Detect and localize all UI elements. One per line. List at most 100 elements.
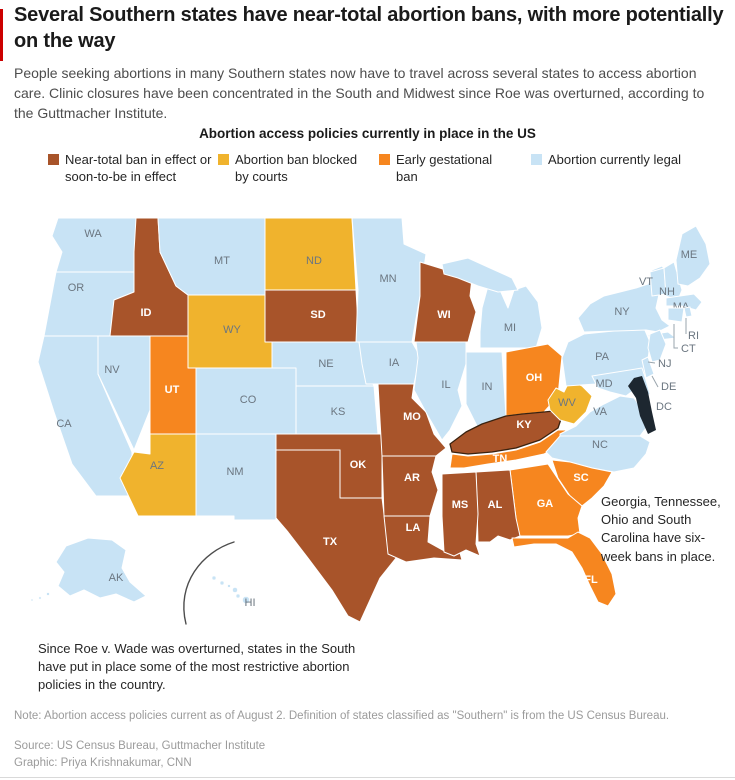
state-label-NE: NE bbox=[318, 358, 333, 370]
state-label-CT: CT bbox=[681, 343, 696, 355]
page-title: Several Southern states have near-total … bbox=[14, 4, 724, 53]
state-label-AR: AR bbox=[404, 472, 420, 484]
state-label-ND: ND bbox=[306, 255, 322, 267]
us-map: WA OR CA NV ID MT WY UT CO AZ NM ND SD NE KS OK TX MN IA MO… bbox=[30, 217, 711, 625]
state-label-ID: ID bbox=[141, 307, 152, 319]
state-label-PA: PA bbox=[595, 351, 610, 363]
state-ND bbox=[264, 217, 357, 291]
state-label-LA: LA bbox=[406, 522, 421, 534]
state-label-KS: KS bbox=[331, 406, 346, 418]
state-label-DE: DE bbox=[661, 381, 676, 393]
state-label-GA: GA bbox=[537, 498, 554, 510]
state-FL bbox=[511, 531, 617, 607]
state-label-AL: AL bbox=[488, 499, 503, 511]
state-WA bbox=[51, 217, 137, 273]
legend: Near-total ban in effect or soon-to-be i… bbox=[48, 151, 701, 185]
state-label-UT: UT bbox=[165, 384, 180, 396]
source-line: Source: US Census Bureau, Guttmacher Ins… bbox=[14, 740, 266, 752]
state-AK bbox=[55, 537, 147, 603]
state-label-MS: MS bbox=[452, 499, 469, 511]
annotation-arc bbox=[183, 541, 235, 625]
state-label-HI: HI bbox=[245, 597, 256, 609]
state-NC bbox=[545, 435, 651, 473]
state-label-MN: MN bbox=[379, 273, 396, 285]
state-AL bbox=[475, 469, 521, 543]
annotation-roe-overturned: Since Roe v. Wade was overturned, states… bbox=[38, 641, 356, 693]
state-SC bbox=[551, 459, 613, 507]
state-label-NY: NY bbox=[614, 306, 630, 318]
state-DE bbox=[641, 356, 655, 379]
legend-swatch-early bbox=[379, 154, 390, 165]
state-TX bbox=[275, 449, 401, 623]
legend-swatch-legal bbox=[531, 154, 542, 165]
chart-title: Abortion access policies currently in pl… bbox=[199, 126, 536, 141]
state-AK-island bbox=[30, 598, 34, 602]
leader-line-nj bbox=[647, 361, 656, 364]
state-NY bbox=[577, 265, 671, 333]
state-label-NC: NC bbox=[592, 439, 608, 451]
state-MI bbox=[479, 285, 543, 349]
annotation-six-week-bans: Georgia, Tennessee, Ohio and South Carol… bbox=[601, 494, 721, 564]
state-label-MO: MO bbox=[403, 411, 421, 423]
state-label-NJ: NJ bbox=[658, 358, 671, 370]
legend-label-blocked: Abortion ban blocked by courts bbox=[235, 152, 358, 185]
state-HI-island bbox=[232, 587, 238, 593]
state-label-SD: SD bbox=[310, 309, 325, 321]
state-AK-island bbox=[38, 596, 42, 600]
state-label-AK: AK bbox=[109, 572, 124, 584]
state-label-MD: MD bbox=[595, 378, 612, 390]
state-label-IL: IL bbox=[441, 379, 450, 391]
state-label-NH: NH bbox=[659, 286, 675, 298]
state-label-ME: ME bbox=[681, 249, 698, 261]
state-label-CA: CA bbox=[56, 418, 72, 430]
legend-label-near_total: Near-total ban in effect or soon-to-be i… bbox=[65, 152, 212, 185]
state-HI-island bbox=[242, 596, 250, 604]
state-label-NV: NV bbox=[104, 364, 120, 376]
state-label-IN: IN bbox=[482, 381, 493, 393]
state-AZ bbox=[119, 433, 197, 517]
state-label-OH: OH bbox=[526, 372, 543, 384]
state-label-SC: SC bbox=[573, 472, 588, 484]
legend-item-blocked: Abortion ban blocked by courts bbox=[218, 151, 379, 185]
legend-label-early: Early gestational ban bbox=[396, 152, 493, 185]
state-NJ bbox=[647, 329, 667, 363]
legend-label-legal: Abortion currently legal bbox=[548, 152, 681, 167]
state-label-VA: VA bbox=[593, 406, 608, 418]
bottom-divider bbox=[0, 777, 735, 778]
state-ME bbox=[675, 225, 711, 287]
state-label-WY: WY bbox=[223, 324, 241, 336]
state-label-MI: MI bbox=[504, 322, 516, 334]
leader-line-ct bbox=[673, 324, 678, 349]
state-HI-island bbox=[219, 580, 225, 586]
state-label-WV: WV bbox=[558, 397, 576, 409]
chesapeake-bay-shape bbox=[628, 376, 656, 434]
state-label-IA: IA bbox=[389, 357, 400, 369]
state-CT bbox=[667, 307, 685, 323]
state-label-CO: CO bbox=[240, 394, 257, 406]
state-label-WA: WA bbox=[84, 228, 102, 240]
state-label-OR: OR bbox=[68, 282, 85, 294]
state-MI bbox=[441, 257, 519, 293]
state-label-AZ: AZ bbox=[150, 460, 164, 472]
state-label-RI: RI bbox=[688, 330, 699, 342]
state-MS bbox=[441, 471, 481, 557]
state-label-WI: WI bbox=[437, 309, 450, 321]
legend-item-near_total: Near-total ban in effect or soon-to-be i… bbox=[48, 151, 218, 185]
state-MA bbox=[665, 293, 703, 311]
state-label-VT: VT bbox=[639, 276, 653, 288]
legend-swatch-near_total bbox=[48, 154, 59, 165]
state-label-MT: MT bbox=[214, 255, 230, 267]
state-HI-island bbox=[211, 575, 217, 581]
state-label-TN: TN bbox=[493, 453, 508, 465]
state-HI-island bbox=[227, 584, 231, 588]
state-RI bbox=[683, 306, 693, 318]
state-label-TX: TX bbox=[323, 536, 338, 548]
state-HI-island bbox=[235, 593, 241, 599]
credit-line: Graphic: Priya Krishnakumar, CNN bbox=[14, 757, 192, 769]
state-label-NM: NM bbox=[226, 466, 243, 478]
state-label-DC: DC bbox=[656, 401, 672, 413]
state-AK-island bbox=[46, 592, 50, 596]
state-label-KY: KY bbox=[516, 419, 532, 431]
leader-line-de bbox=[651, 375, 659, 388]
